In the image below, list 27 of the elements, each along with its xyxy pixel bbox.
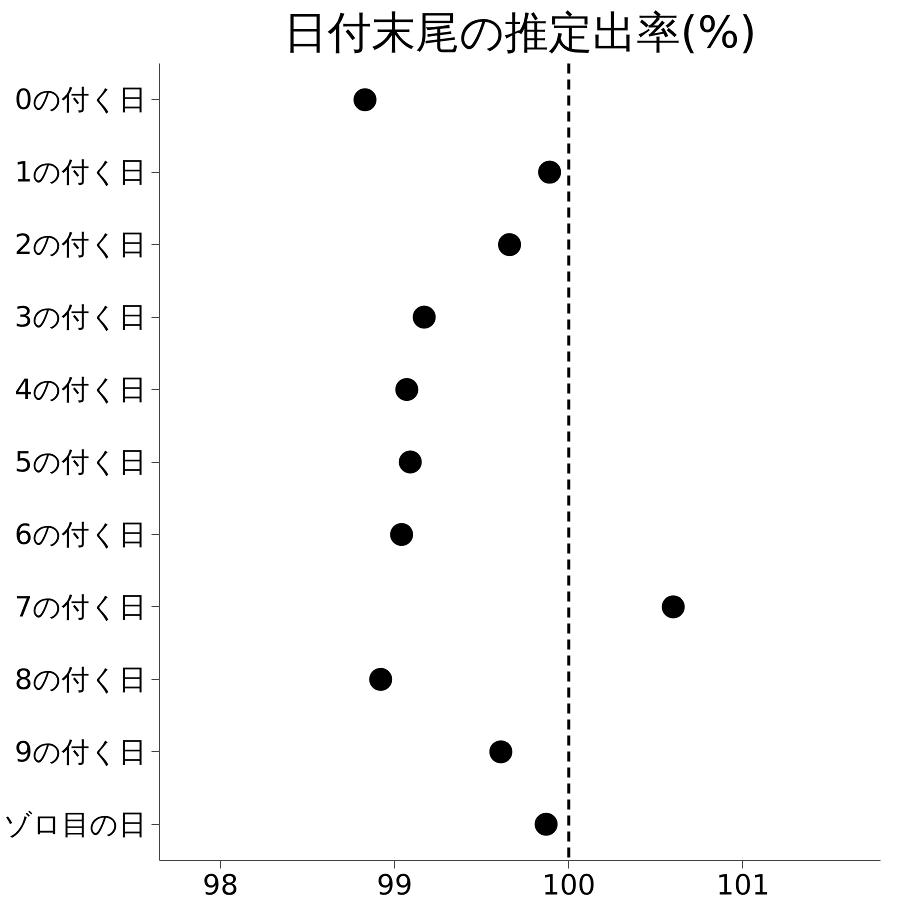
point: [662, 595, 685, 618]
y-tick-label: 3の付く日: [14, 300, 147, 334]
x-tick-label: 101: [716, 868, 770, 900]
y-tick-label: 0の付く日: [14, 83, 147, 116]
y-tick-label: 8の付く日: [14, 662, 147, 696]
y-tick-label: 9の付く日: [14, 735, 147, 768]
x-tick-label: 100: [542, 868, 596, 900]
point: [390, 522, 414, 546]
y-tick-label: 5の付く日: [14, 446, 147, 478]
y-tick-label: 7の付く日: [14, 590, 147, 624]
y-tick-label: 2の付く日: [14, 228, 147, 262]
y-tick-label: ゾロ目の日: [4, 808, 146, 841]
x-tick-label: 99: [376, 868, 412, 900]
point: [498, 233, 522, 256]
point: [354, 88, 376, 112]
point: [489, 740, 512, 764]
point: [395, 378, 418, 402]
y-tick-label: 6の付く日: [14, 518, 147, 551]
point: [398, 450, 422, 474]
point: [369, 668, 392, 691]
point: [538, 160, 562, 184]
y-tick-label: 1の付く日: [14, 156, 147, 189]
point: [412, 306, 436, 329]
y-tick-label: 4の付く日: [14, 373, 147, 406]
point: [534, 812, 558, 836]
x-tick-label: 98: [202, 868, 238, 900]
chart-title: 日付末尾の推定出率(%): [283, 8, 757, 58]
